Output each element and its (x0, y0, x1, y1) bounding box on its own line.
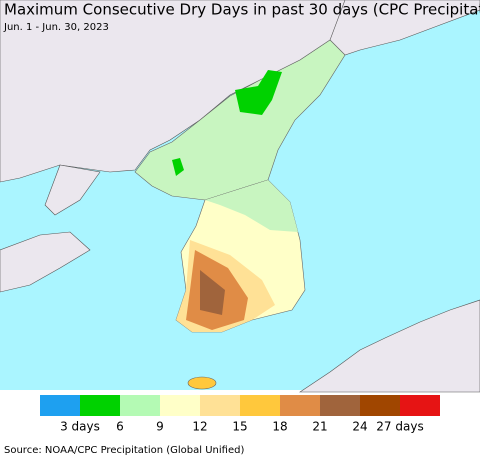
legend-label: 9 (156, 420, 164, 434)
legend-swatch (400, 395, 440, 416)
legend-label: 24 (352, 420, 367, 434)
legend-label: 3 days (60, 420, 100, 434)
legend-swatch (320, 395, 360, 416)
dry-zone-brown (200, 270, 225, 315)
land-liaodong (44, 164, 101, 216)
legend-label: 12 (192, 420, 207, 434)
legend-swatch (280, 395, 320, 416)
legend: 3 days 6 9 12 15 18 21 24 27 days (40, 395, 440, 434)
legend-swatch (360, 395, 400, 416)
jeju-island (187, 376, 217, 390)
legend-label: 27 days (376, 420, 423, 434)
legend-swatch (40, 395, 80, 416)
wet-patch (172, 158, 184, 176)
legend-label: 18 (272, 420, 287, 434)
land-japan (299, 299, 480, 393)
wet-patch (235, 70, 282, 115)
legend-label: 21 (312, 420, 327, 434)
legend-swatch (200, 395, 240, 416)
legend-label: 6 (116, 420, 124, 434)
title: Maximum Consecutive Dry Days in past 30 … (4, 1, 480, 19)
legend-swatch (240, 395, 280, 416)
land-shandong (0, 231, 91, 293)
legend-swatch (160, 395, 200, 416)
legend-swatch (80, 395, 120, 416)
south-korea-green (205, 180, 298, 232)
subtitle: Jun. 1 - Jun. 30, 2023 (3, 22, 109, 33)
legend-swatch (120, 395, 160, 416)
source: Source: NOAA/CPC Precipitation (Global U… (4, 445, 244, 456)
legend-label: 15 (232, 420, 247, 434)
